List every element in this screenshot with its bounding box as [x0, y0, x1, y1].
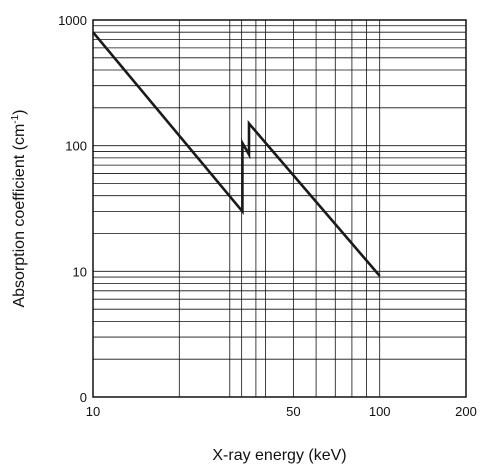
- y-axis-label-close: ): [11, 109, 28, 114]
- y-tick-label: 1000: [58, 13, 87, 28]
- y-tick-labels: 0 10 100 1000: [58, 13, 87, 405]
- series-layer: [92, 31, 381, 277]
- x-tick-label: 200: [455, 404, 477, 419]
- y-tick-label: 100: [65, 139, 87, 154]
- x-tick-label: 50: [286, 404, 300, 419]
- plot-frame: [92, 19, 467, 398]
- x-tick-label: 100: [369, 404, 391, 419]
- x-tick-label: 10: [86, 404, 100, 419]
- grid: [92, 19, 467, 398]
- y-axis-label: Absorption coefficient (cm-1): [10, 109, 28, 307]
- y-axis-label-main: Absorption coefficient (cm: [11, 124, 28, 308]
- y-tick-label: 0: [80, 390, 87, 405]
- y-tick-label: 10: [73, 264, 87, 279]
- absorption-curve: [92, 31, 381, 277]
- x-tick-labels: 10 50 100 200: [86, 404, 477, 419]
- y-axis-label-sup: -1: [10, 114, 21, 123]
- x-axis-label: X-ray energy (keV): [212, 447, 346, 464]
